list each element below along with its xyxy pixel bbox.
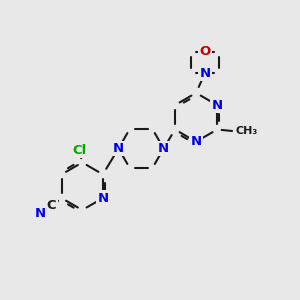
Text: N: N: [113, 142, 124, 155]
Text: CH₃: CH₃: [235, 126, 258, 136]
Text: N: N: [35, 207, 46, 220]
Text: O: O: [200, 45, 211, 58]
Text: N: N: [158, 142, 169, 155]
Text: N: N: [97, 192, 108, 205]
Text: N: N: [212, 99, 223, 112]
Text: Cl: Cl: [72, 143, 86, 157]
Text: N: N: [200, 67, 211, 80]
Text: C: C: [47, 199, 56, 212]
Text: N: N: [190, 135, 202, 148]
